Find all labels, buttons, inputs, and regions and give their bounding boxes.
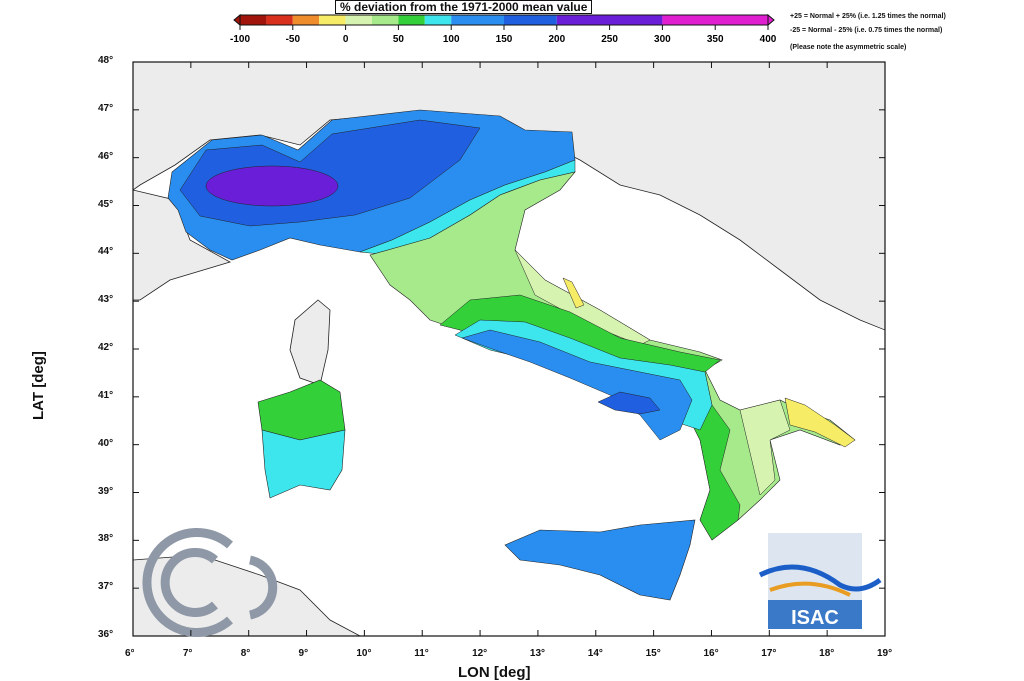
lon-tick-label: 19° xyxy=(877,648,893,659)
zone-max-purple xyxy=(205,165,339,207)
colorbar-bin xyxy=(319,15,346,25)
svg-text:ISAC: ISAC xyxy=(791,607,839,629)
lon-tick-label: 10° xyxy=(356,648,372,659)
colorbar-tick-label: -100 xyxy=(230,34,250,45)
note-minus: -25 = Normal - 25% (i.e. 0.75 times the … xyxy=(790,27,943,34)
colorbar-bin xyxy=(662,15,768,25)
y-axis-label: LAT [deg] xyxy=(30,351,47,420)
lon-tick-label: 17° xyxy=(761,648,777,659)
lon-tick-label: 16° xyxy=(703,648,719,659)
lon-tick-label: 8° xyxy=(240,648,251,659)
lat-tick-label: 39° xyxy=(98,485,114,497)
lon-tick-label: 13° xyxy=(529,648,546,659)
colorbar-bin xyxy=(504,15,557,25)
lon-tick-label: 6° xyxy=(125,648,135,659)
colorbar-tick-label: 50 xyxy=(393,34,405,45)
lat-tick-label: 38° xyxy=(98,533,114,545)
colorbar-bin xyxy=(345,15,372,25)
note-asymmetric: (Please note the asymmetric scale) xyxy=(790,44,907,51)
zone-darkblue-campania xyxy=(597,391,661,415)
colorbar-bin xyxy=(372,15,399,25)
lat-tick-label: 47° xyxy=(98,102,114,114)
colorbar-title: % deviation from the 1971-2000 mean valu… xyxy=(335,0,593,14)
lon-tick-label: 7° xyxy=(182,648,193,659)
zone-apulia-yellow xyxy=(784,397,856,448)
zone-sardinia-cyan xyxy=(261,429,346,499)
colorbar-bin xyxy=(266,15,293,25)
colorbar-tick-label: 100 xyxy=(443,34,460,45)
colorbar-tick-label: 150 xyxy=(496,34,513,45)
colorbar-bin xyxy=(240,15,267,25)
colorbar-bin xyxy=(424,15,452,25)
lat-tick-label: 43° xyxy=(98,294,114,306)
lon-tick-label: 14° xyxy=(587,648,603,659)
colorbar-bin xyxy=(292,15,320,25)
lat-tick-label: 48° xyxy=(98,55,114,66)
zone-blue-south xyxy=(461,329,693,441)
colorbar-tick-label: 250 xyxy=(601,34,618,45)
lon-tick-label: 12° xyxy=(472,648,488,659)
zone-gargano-yellow xyxy=(562,277,585,309)
lat-tick-label: 41° xyxy=(98,389,114,401)
lat-tick-label: 40° xyxy=(98,437,114,449)
lat-tick-label: 44° xyxy=(98,246,114,258)
colorbar-tick-label: -50 xyxy=(286,34,301,45)
colorbar-bin xyxy=(556,15,663,25)
x-axis-label: LON [deg] xyxy=(458,664,531,681)
cnr-logo xyxy=(142,528,278,637)
colorbar-tick-label: 400 xyxy=(760,34,777,45)
lon-tick-label: 11° xyxy=(414,648,429,659)
colorbar-tick-label: 0 xyxy=(343,34,349,45)
colorbar-tick-label: 350 xyxy=(707,34,724,45)
zone-sicily-blue xyxy=(504,519,696,601)
lat-tick-label: 36° xyxy=(98,629,114,640)
zone-calabria-pale xyxy=(739,399,791,496)
colorbar-bin xyxy=(451,15,504,25)
note-plus: +25 = Normal + 25% (i.e. 1.25 times the … xyxy=(790,13,946,20)
lon-tick-label: 18° xyxy=(819,648,835,659)
lat-tick-label: 37° xyxy=(98,581,114,593)
lat-tick-label: 42° xyxy=(98,342,114,353)
lon-tick-label: 9° xyxy=(298,648,309,659)
colorbar: -100 -50 0 50 100 150 200 250 300 350 400 xyxy=(230,13,777,45)
isac-logo: ISAC xyxy=(758,533,882,629)
zone-adriatic-pale xyxy=(514,249,651,346)
land-corsica xyxy=(289,299,331,386)
colorbar-bin xyxy=(398,15,425,25)
colorbar-tick-label: 200 xyxy=(548,34,565,45)
lat-tick-label: 46° xyxy=(98,150,114,162)
colorbar-tick-label: 300 xyxy=(654,34,671,45)
lat-tick-label: 45° xyxy=(98,198,114,210)
lon-tick-label: 15° xyxy=(645,648,661,659)
